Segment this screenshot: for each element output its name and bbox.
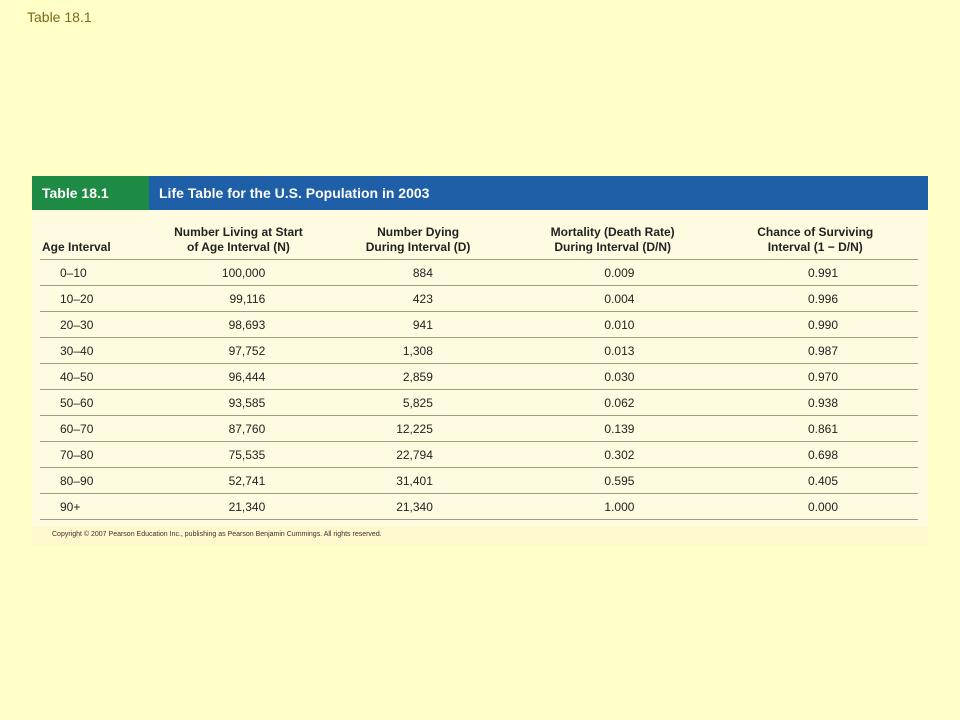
table-row: 70–80 75,535 22,794 0.302 0.698 xyxy=(40,441,918,468)
cell-number-living: 97,752 xyxy=(153,337,324,364)
cell-mortality: 1.000 xyxy=(512,493,713,520)
cell-age-interval: 40–50 xyxy=(40,363,154,390)
cell-number-dying: 22,794 xyxy=(323,441,513,468)
header-line-2: Age Interval xyxy=(42,240,111,254)
table-banner: Table 18.1 Life Table for the U.S. Popul… xyxy=(32,176,928,210)
table-area: Age Interval Number Living at Start of A… xyxy=(32,210,928,526)
cell-age-interval: 0–10 xyxy=(40,259,154,286)
cell-number-living: 96,444 xyxy=(153,363,324,390)
cell-chance-surviving: 0.861 xyxy=(712,415,918,442)
cell-number-living: 87,760 xyxy=(153,415,324,442)
cell-age-interval: 30–40 xyxy=(40,337,154,364)
cell-number-living: 21,340 xyxy=(153,493,324,520)
life-table: Age Interval Number Living at Start of A… xyxy=(40,218,918,520)
header-number-dying: Number Dying During Interval (D) xyxy=(323,218,513,260)
table-row: 80–90 52,741 31,401 0.595 0.405 xyxy=(40,467,918,494)
cell-number-dying: 31,401 xyxy=(323,467,513,494)
cell-mortality: 0.302 xyxy=(512,441,713,468)
cell-number-dying: 941 xyxy=(323,311,513,338)
cell-age-interval: 20–30 xyxy=(40,311,154,338)
cell-chance-surviving: 0.000 xyxy=(712,493,918,520)
header-mortality: Mortality (Death Rate) During Interval (… xyxy=(512,218,713,260)
table-caption: Life Table for the U.S. Population in 20… xyxy=(149,176,928,210)
cell-mortality: 0.139 xyxy=(512,415,713,442)
header-row: Age Interval Number Living at Start of A… xyxy=(40,218,918,260)
header-age-interval: Age Interval xyxy=(40,218,154,260)
cell-number-dying: 21,340 xyxy=(323,493,513,520)
cell-mortality: 0.004 xyxy=(512,285,713,312)
header-number-living: Number Living at Start of Age Interval (… xyxy=(153,218,324,260)
cell-number-living: 100,000 xyxy=(153,259,324,286)
cell-number-dying: 12,225 xyxy=(323,415,513,442)
header-line-2: During Interval (D/N) xyxy=(554,240,671,254)
cell-number-living: 93,585 xyxy=(153,389,324,416)
cell-mortality: 0.010 xyxy=(512,311,713,338)
header-line-2: of Age Interval (N) xyxy=(187,240,290,254)
cell-mortality: 0.062 xyxy=(512,389,713,416)
cell-age-interval: 10–20 xyxy=(40,285,154,312)
cell-mortality: 0.030 xyxy=(512,363,713,390)
slide-title: Table 18.1 xyxy=(27,9,92,25)
copyright-notice: Copyright © 2007 Pearson Education Inc.,… xyxy=(52,531,382,538)
cell-age-interval: 90+ xyxy=(40,493,154,520)
cell-number-living: 99,116 xyxy=(153,285,324,312)
cell-number-dying: 5,825 xyxy=(323,389,513,416)
header-line-1: Number Dying xyxy=(377,225,460,239)
cell-chance-surviving: 0.938 xyxy=(712,389,918,416)
table-number-label: Table 18.1 xyxy=(32,176,149,210)
table-row: 20–30 98,693 941 0.010 0.990 xyxy=(40,311,918,338)
cell-number-dying: 423 xyxy=(323,285,513,312)
cell-number-living: 98,693 xyxy=(153,311,324,338)
cell-chance-surviving: 0.990 xyxy=(712,311,918,338)
table-row: 50–60 93,585 5,825 0.062 0.938 xyxy=(40,389,918,416)
cell-number-dying: 1,308 xyxy=(323,337,513,364)
cell-number-dying: 884 xyxy=(323,259,513,286)
cell-mortality: 0.009 xyxy=(512,259,713,286)
cell-number-living: 52,741 xyxy=(153,467,324,494)
cell-chance-surviving: 0.970 xyxy=(712,363,918,390)
table-row: 90+ 21,340 21,340 1.000 0.000 xyxy=(40,493,918,520)
table-row: 0–10 100,000 884 0.009 0.991 xyxy=(40,259,918,286)
header-line-1: Number Living at Start xyxy=(174,225,303,239)
cell-chance-surviving: 0.405 xyxy=(712,467,918,494)
cell-chance-surviving: 0.991 xyxy=(712,259,918,286)
table-row: 30–40 97,752 1,308 0.013 0.987 xyxy=(40,337,918,364)
cell-number-dying: 2,859 xyxy=(323,363,513,390)
header-chance-surviving: Chance of Surviving Interval (1 − D/N) xyxy=(712,218,918,260)
cell-age-interval: 60–70 xyxy=(40,415,154,442)
table-body: 0–10 100,000 884 0.009 0.991 10–20 99,11… xyxy=(40,259,918,520)
cell-mortality: 0.013 xyxy=(512,337,713,364)
table-row: 40–50 96,444 2,859 0.030 0.970 xyxy=(40,363,918,390)
cell-age-interval: 80–90 xyxy=(40,467,154,494)
cell-chance-surviving: 0.698 xyxy=(712,441,918,468)
header-line-1: Mortality (Death Rate) xyxy=(550,225,675,239)
cell-chance-surviving: 0.987 xyxy=(712,337,918,364)
cell-chance-surviving: 0.996 xyxy=(712,285,918,312)
header-line-2: Interval (1 − D/N) xyxy=(767,240,863,254)
cell-age-interval: 70–80 xyxy=(40,441,154,468)
cell-age-interval: 50–60 xyxy=(40,389,154,416)
header-line-1: Chance of Surviving xyxy=(757,225,874,239)
table-row: 10–20 99,116 423 0.004 0.996 xyxy=(40,285,918,312)
cell-mortality: 0.595 xyxy=(512,467,713,494)
cell-number-living: 75,535 xyxy=(153,441,324,468)
table-panel: Table 18.1 Life Table for the U.S. Popul… xyxy=(32,176,928,545)
header-line-2: During Interval (D) xyxy=(365,240,471,254)
table-header: Age Interval Number Living at Start of A… xyxy=(40,218,918,260)
table-row: 60–70 87,760 12,225 0.139 0.861 xyxy=(40,415,918,442)
